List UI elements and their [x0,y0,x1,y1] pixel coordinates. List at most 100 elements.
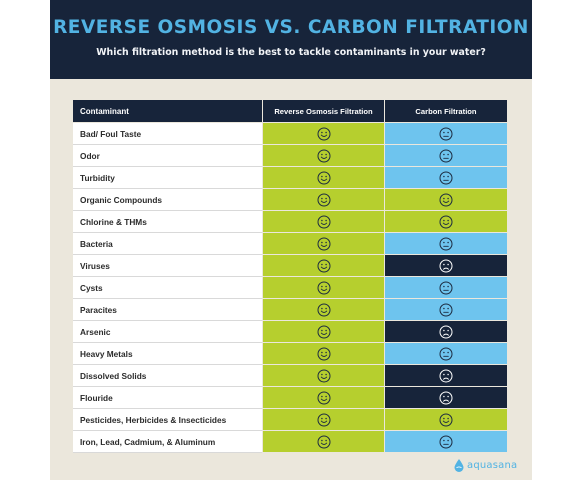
table-row: Paracites [73,299,507,321]
reverse-osmosis-rating [263,365,384,386]
carbon-rating [385,409,507,430]
table-row: Heavy Metals [73,343,507,365]
smiley-face-icon [317,193,330,206]
table-row: Iron, Lead, Cadmium, & Aluminum [73,431,507,453]
contaminant-name: Arsenic [73,321,262,343]
reverse-osmosis-rating [263,167,384,188]
column-header-contaminant: Contaminant [73,100,262,122]
contaminant-name: Odor [73,145,262,167]
reverse-osmosis-rating [263,233,384,254]
carbon-rating [385,343,507,364]
neutral-face-icon [439,281,453,294]
contaminant-name: Cysts [73,277,262,299]
carbon-rating [385,387,507,408]
table-row: Bacteria [73,233,507,255]
reverse-osmosis-rating [263,321,384,342]
table-row: Viruses [73,255,507,277]
table-row: Dissolved Solids [73,365,507,387]
header-banner: REVERSE OSMOSIS VS. CARBON FILTRATION Wh… [50,0,532,79]
sad-face-icon [439,259,453,272]
contaminant-name: Iron, Lead, Cadmium, & Aluminum [73,431,262,453]
smiley-face-icon [317,303,330,316]
contaminant-name: Paracites [73,299,262,321]
table-header-row: Contaminant Reverse Osmosis Filtration C… [73,100,507,122]
reverse-osmosis-rating [263,189,384,210]
smiley-face-icon [317,281,330,294]
sad-face-icon [439,391,453,404]
contaminant-name: Turbidity [73,167,262,189]
carbon-rating [385,299,507,320]
smiley-face-icon [317,259,330,272]
page-subtitle: Which filtration method is the best to t… [96,47,486,58]
sad-face-icon [439,369,453,382]
comparison-table: Contaminant Reverse Osmosis Filtration C… [73,100,507,455]
table-row: Pesticides, Herbicides & Insecticides [73,409,507,431]
neutral-face-icon [439,127,453,140]
smiley-face-icon [317,435,330,448]
reverse-osmosis-rating [263,343,384,364]
contaminant-name: Pesticides, Herbicides & Insecticides [73,409,262,431]
carbon-rating [385,431,507,452]
infographic-card: REVERSE OSMOSIS VS. CARBON FILTRATION Wh… [50,0,532,480]
neutral-face-icon [439,171,453,184]
reverse-osmosis-rating [263,299,384,320]
reverse-osmosis-rating [263,387,384,408]
neutral-face-icon [439,303,453,316]
contaminant-name: Bad/ Foul Taste [73,123,262,145]
neutral-face-icon [439,435,453,448]
smiley-face-icon [439,215,453,228]
contaminant-name: Organic Compounds [73,189,262,211]
carbon-rating [385,277,507,298]
carbon-rating [385,365,507,386]
smiley-face-icon [317,347,330,360]
contaminant-name: Dissolved Solids [73,365,262,387]
carbon-rating [385,123,507,144]
contaminant-name: Viruses [73,255,262,277]
smiley-face-icon [439,413,453,426]
smiley-face-icon [317,237,330,250]
neutral-face-icon [439,347,453,360]
reverse-osmosis-rating [263,145,384,166]
contaminant-name: Heavy Metals [73,343,262,365]
brand-name: aquasana [467,459,518,471]
table-row: Chlorine & THMs [73,211,507,233]
smiley-face-icon [317,215,330,228]
table-row: Organic Compounds [73,189,507,211]
reverse-osmosis-rating [263,277,384,298]
smiley-face-icon [317,149,330,162]
carbon-rating [385,145,507,166]
carbon-rating [385,233,507,254]
smiley-face-icon [317,171,330,184]
table-row: Bad/ Foul Taste [73,123,507,145]
smiley-face-icon [317,325,330,338]
neutral-face-icon [439,149,453,162]
smiley-face-icon [439,193,453,206]
reverse-osmosis-rating [263,431,384,452]
table-row: Arsenic [73,321,507,343]
contaminant-name: Chlorine & THMs [73,211,262,233]
table-row: Cysts [73,277,507,299]
table-row: Odor [73,145,507,167]
reverse-osmosis-rating [263,211,384,232]
contaminant-name: Flouride [73,387,262,409]
table-row: Turbidity [73,167,507,189]
smiley-face-icon [317,413,330,426]
column-header-carbon: Carbon Filtration [385,100,507,122]
column-header-reverse-osmosis: Reverse Osmosis Filtration [263,100,384,122]
carbon-rating [385,255,507,276]
smiley-face-icon [317,391,330,404]
water-drop-icon [454,458,464,472]
neutral-face-icon [439,237,453,250]
carbon-rating [385,189,507,210]
carbon-rating [385,321,507,342]
carbon-rating [385,167,507,188]
brand-logo: aquasana [454,458,517,472]
reverse-osmosis-rating [263,123,384,144]
sad-face-icon [439,325,453,338]
smiley-face-icon [317,127,330,140]
carbon-rating [385,211,507,232]
reverse-osmosis-rating [263,409,384,430]
page-title: REVERSE OSMOSIS VS. CARBON FILTRATION [53,17,529,38]
contaminant-name: Bacteria [73,233,262,255]
table-row: Flouride [73,387,507,409]
